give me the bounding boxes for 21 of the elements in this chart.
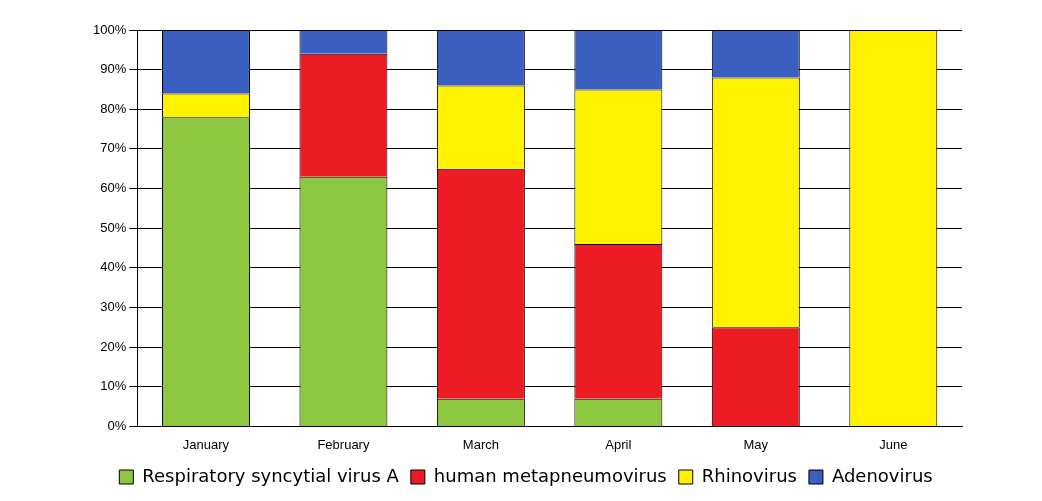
legend-label: Respiratory syncytial virus A — [142, 464, 400, 486]
y-tick-label: 90% — [100, 61, 127, 77]
y-tick-label: 10% — [100, 378, 127, 394]
legend-label: Rhinovirus — [701, 464, 797, 486]
x-tick-label: April — [605, 436, 632, 452]
y-tick-label: 0% — [107, 417, 127, 433]
x-tick-label: March — [462, 436, 499, 452]
y-tick-label: 60% — [100, 180, 127, 196]
x-tick-label: January — [182, 436, 230, 452]
y-tick-label: 80% — [100, 100, 127, 116]
y-tick-label: 100% — [93, 21, 127, 37]
x-tick-label: May — [743, 436, 769, 452]
y-tick-label: 40% — [100, 259, 127, 275]
y-tick-label: 50% — [100, 219, 127, 235]
legend-label: Adenovirus — [831, 464, 933, 486]
legend-label: human metapneumovirus — [433, 464, 667, 486]
y-tick-label: 20% — [100, 338, 127, 354]
x-tick-label: February — [317, 436, 370, 452]
x-tick-label: June — [879, 436, 908, 452]
y-tick-label: 30% — [100, 299, 127, 315]
y-tick-label: 70% — [100, 140, 127, 156]
